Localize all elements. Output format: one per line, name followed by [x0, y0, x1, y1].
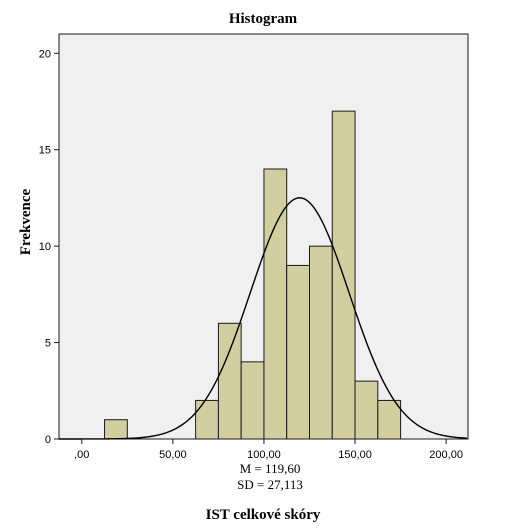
histogram-bar	[377, 399, 402, 440]
x-tick-label: 150,00	[338, 449, 372, 461]
x-axis-label: IST celkové skóry	[206, 507, 321, 523]
normal-curve	[59, 197, 468, 440]
histogram-bar	[286, 264, 311, 440]
x-tick-label: 200,00	[429, 449, 463, 461]
x-tick-label: 50,00	[159, 449, 187, 461]
histogram-bar	[309, 245, 333, 440]
y-tick-label: 0	[45, 434, 51, 446]
chart-title: Histogram	[229, 11, 298, 27]
histogram-bar	[217, 322, 242, 440]
y-tick-label: 10	[39, 241, 51, 253]
x-tick-label: ,00	[74, 449, 89, 461]
histogram-bar	[354, 380, 379, 440]
x-tick-label: 100,00	[247, 449, 281, 461]
histogram-bar	[195, 399, 219, 440]
y-tick-label: 15	[39, 145, 51, 157]
histogram-bar	[240, 361, 265, 440]
y-tick-label: 20	[39, 48, 51, 60]
mean-label: M = 119,60	[240, 461, 301, 476]
sd-label: SD = 27,113	[237, 477, 303, 492]
y-tick-label: 5	[45, 338, 51, 350]
y-axis-label: Frekvence	[18, 188, 34, 255]
histogram-bar	[104, 419, 128, 440]
